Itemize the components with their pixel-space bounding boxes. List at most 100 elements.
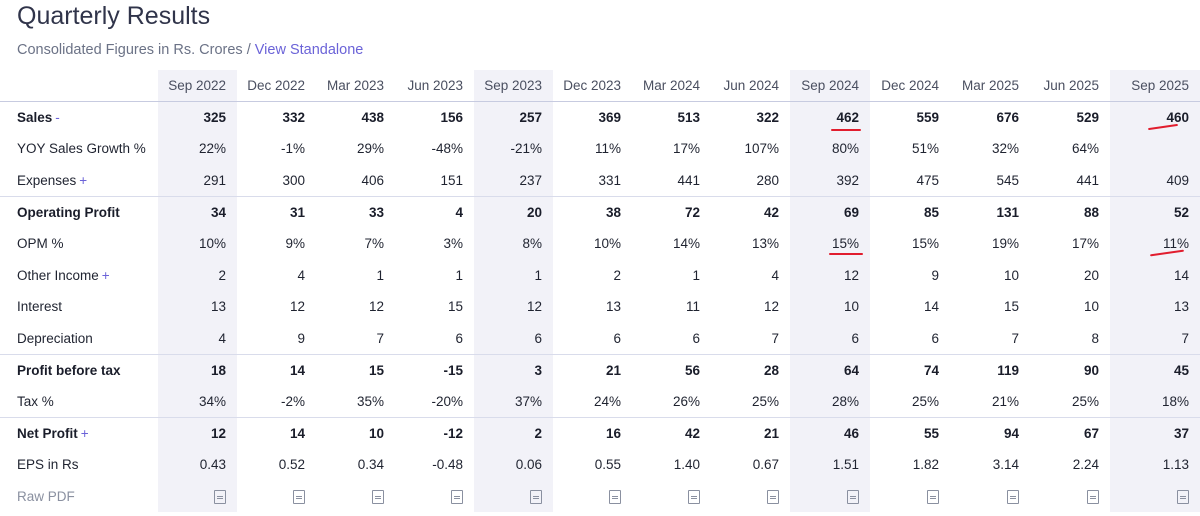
annotation-underline-opm-sep2024 — [829, 253, 863, 255]
header-corner — [0, 70, 158, 102]
pdf-file-icon[interactable] — [767, 490, 779, 505]
table-cell: 1.13 — [1110, 449, 1200, 481]
table-cell: 9% — [285, 236, 305, 252]
table-cell: 1 — [692, 267, 700, 283]
pdf-link-cell[interactable] — [790, 480, 870, 513]
table-cell: 12 — [474, 291, 553, 323]
column-header: Jun 2024 — [711, 70, 790, 102]
table-cell: 28% — [790, 385, 870, 418]
page-subtitle: Consolidated Figures in Rs. Crores / Vie… — [17, 42, 363, 58]
expand-toggle[interactable]: + — [80, 425, 89, 441]
table-cell: 0.06 — [474, 449, 553, 481]
table-cell: 280 — [756, 172, 779, 188]
row-label[interactable]: Sales - — [0, 102, 158, 134]
pdf-file-icon[interactable] — [530, 490, 542, 505]
row-label[interactable]: Expenses + — [0, 165, 158, 197]
table-cell: 406 — [361, 172, 384, 188]
table-cell: 16 — [553, 416, 632, 450]
table-cell: 131 — [950, 195, 1030, 228]
row-label-text: Operating Profit — [17, 204, 120, 220]
table-cell: 67 — [1030, 416, 1110, 450]
table-cell: 4 — [395, 195, 474, 228]
pdf-file-icon[interactable] — [1007, 490, 1019, 505]
table-cell: 529 — [1076, 110, 1099, 126]
table-cell: 2.24 — [1072, 457, 1099, 473]
row-label: Operating Profit — [0, 195, 158, 228]
table-cell: -12 — [395, 416, 474, 450]
view-standalone-link[interactable]: View Standalone — [254, 42, 364, 58]
table-cell: 441 — [677, 172, 700, 188]
table-cell: 545 — [996, 172, 1019, 188]
pdf-link-cell[interactable] — [632, 481, 711, 513]
table-cell: 21 — [711, 416, 790, 450]
row-label: Interest — [0, 291, 158, 323]
pdf-link-cell[interactable] — [158, 480, 237, 513]
table-cell: 6 — [455, 330, 463, 346]
table-cell: 1 — [455, 267, 463, 283]
table-cell: 3 — [474, 353, 553, 386]
table-cell: 1 — [474, 259, 553, 292]
table-cell: 8% — [474, 227, 553, 260]
table-cell: 94 — [950, 416, 1030, 450]
pdf-link-cell[interactable] — [395, 481, 474, 513]
table-cell: 26% — [672, 393, 700, 409]
table-cell: 33 — [316, 195, 395, 228]
pdf-link-cell[interactable] — [553, 481, 632, 513]
table-cell: 64% — [1071, 141, 1099, 157]
expand-toggle[interactable]: + — [101, 267, 110, 283]
table-cell: 2 — [158, 259, 237, 292]
table-cell: 409 — [1110, 164, 1200, 197]
pdf-file-icon[interactable] — [927, 490, 939, 505]
table-cell: 0.34 — [357, 457, 384, 473]
pdf-link-cell[interactable] — [950, 481, 1030, 513]
row-label: Profit before tax — [0, 353, 158, 386]
table-cell: -2% — [280, 393, 305, 409]
pdf-file-icon[interactable] — [451, 490, 463, 505]
table-cell: 13 — [158, 291, 237, 323]
collapse-toggle[interactable]: - — [55, 110, 60, 126]
row-label: Depreciation — [0, 323, 158, 355]
table-cell: -0.48 — [432, 457, 463, 473]
pdf-link-cell[interactable] — [1030, 481, 1110, 513]
pdf-link-cell[interactable] — [237, 481, 316, 513]
table-cell: 322 — [756, 110, 779, 126]
table-cell: 74 — [870, 353, 950, 386]
pdf-link-cell[interactable] — [316, 481, 395, 513]
pdf-file-icon[interactable] — [847, 490, 859, 505]
table-cell: 14 — [237, 416, 316, 450]
raw-pdf-label: Raw PDF — [17, 488, 75, 504]
pdf-file-icon[interactable] — [214, 490, 226, 505]
table-cell: 12 — [763, 299, 779, 315]
pdf-file-icon[interactable] — [1177, 490, 1189, 505]
row-label[interactable]: Net Profit + — [0, 416, 158, 450]
table-cell: 18% — [1110, 385, 1200, 418]
table-cell: 151 — [440, 172, 463, 188]
table-cell: 90 — [1030, 353, 1110, 386]
pdf-file-icon[interactable] — [1087, 490, 1099, 505]
table-cell: 14 — [1110, 259, 1200, 292]
pdf-link-cell[interactable] — [711, 481, 790, 513]
table-cell: 369 — [598, 110, 621, 126]
pdf-file-icon[interactable] — [293, 490, 305, 505]
pdf-link-cell[interactable] — [1110, 480, 1200, 513]
pdf-file-icon[interactable] — [688, 490, 700, 505]
column-header: Sep 2023 — [474, 70, 553, 102]
table-row: Net Profit +12 14 10 -12 2 16 42 21 46 55 94 67 37 — [0, 416, 1200, 450]
table-cell: 31 — [237, 195, 316, 228]
pdf-link-cell[interactable] — [870, 481, 950, 513]
row-label[interactable]: Other Income + — [0, 259, 158, 291]
table-cell: 0.55 — [594, 457, 621, 473]
expand-toggle[interactable]: + — [79, 172, 88, 188]
pdf-file-icon[interactable] — [372, 490, 384, 505]
table-cell: 34 — [158, 195, 237, 228]
row-label: OPM % — [0, 228, 158, 260]
table-cell: -48% — [431, 141, 463, 157]
table-cell: 0.43 — [158, 449, 237, 481]
row-label-text: Net Profit — [17, 425, 78, 441]
table-cell: 325 — [158, 101, 237, 134]
table-cell: 3.14 — [992, 457, 1019, 473]
pdf-link-cell[interactable] — [474, 480, 553, 513]
table-cell: 51% — [911, 141, 939, 157]
row-label-text: Tax % — [17, 393, 54, 409]
pdf-file-icon[interactable] — [609, 490, 621, 505]
